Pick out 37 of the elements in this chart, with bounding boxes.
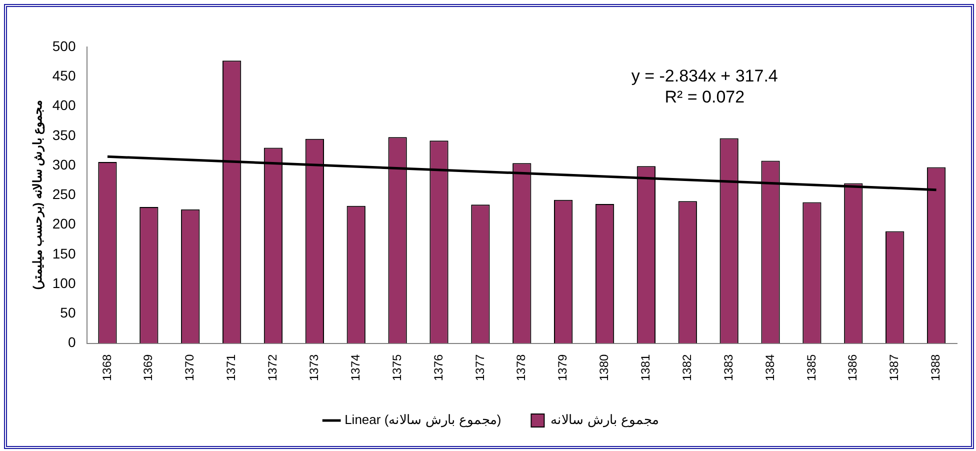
annotation: y = -2.834x + 317.4	[631, 66, 778, 86]
legend-label: مجموع بارش سالانه	[550, 412, 659, 428]
x-tick-label: 1382	[680, 354, 694, 382]
x-tick-label: 1383	[721, 354, 736, 382]
x-tick-label: 1379	[556, 354, 570, 382]
x-tick-label: 1371	[224, 354, 238, 382]
y-tick-label: 250	[52, 186, 76, 202]
x-tick-label: 1386	[846, 354, 860, 382]
y-tick-label: 200	[52, 216, 76, 232]
x-tick-label: 1385	[804, 354, 818, 382]
x-tick-label: 1374	[348, 354, 362, 382]
y-tick-label: 150	[52, 245, 76, 262]
y-tick-label: 0	[68, 334, 76, 350]
x-tick-label: 1387	[887, 354, 902, 382]
x-tick-label: 1381	[638, 354, 653, 382]
y-axis-title: مجموع بارش سالانه (برحسب میلیمتر)	[30, 100, 46, 290]
y-tick-label: 450	[52, 67, 76, 84]
x-tick-label: 1373	[306, 354, 321, 382]
x-tick-label: 1368	[100, 354, 114, 382]
y-tick-label: 100	[52, 274, 76, 291]
x-tick-label: 1375	[390, 354, 404, 382]
x-tick-label: 1384	[762, 354, 777, 382]
x-tick-label: 1388	[928, 354, 943, 382]
legend-label: Linear (مجموع بارش سالانه)	[344, 412, 502, 428]
x-tick-label: 1370	[182, 354, 197, 382]
y-tick-label: 350	[52, 126, 76, 143]
y-tick-label: 400	[52, 97, 76, 114]
annotation: R² = 0.072	[664, 88, 745, 107]
x-tick-label: 1376	[431, 354, 446, 382]
x-tick-label: 1372	[266, 354, 280, 382]
y-tick-label: 50	[60, 304, 76, 321]
x-tick-label: 1378	[514, 354, 528, 382]
x-tick-label: 1369	[141, 354, 156, 382]
y-tick-label: 300	[52, 156, 76, 172]
x-tick-label: 1377	[472, 354, 487, 382]
y-tick-label: 500	[52, 38, 76, 54]
x-tick-label: 1380	[597, 354, 612, 382]
